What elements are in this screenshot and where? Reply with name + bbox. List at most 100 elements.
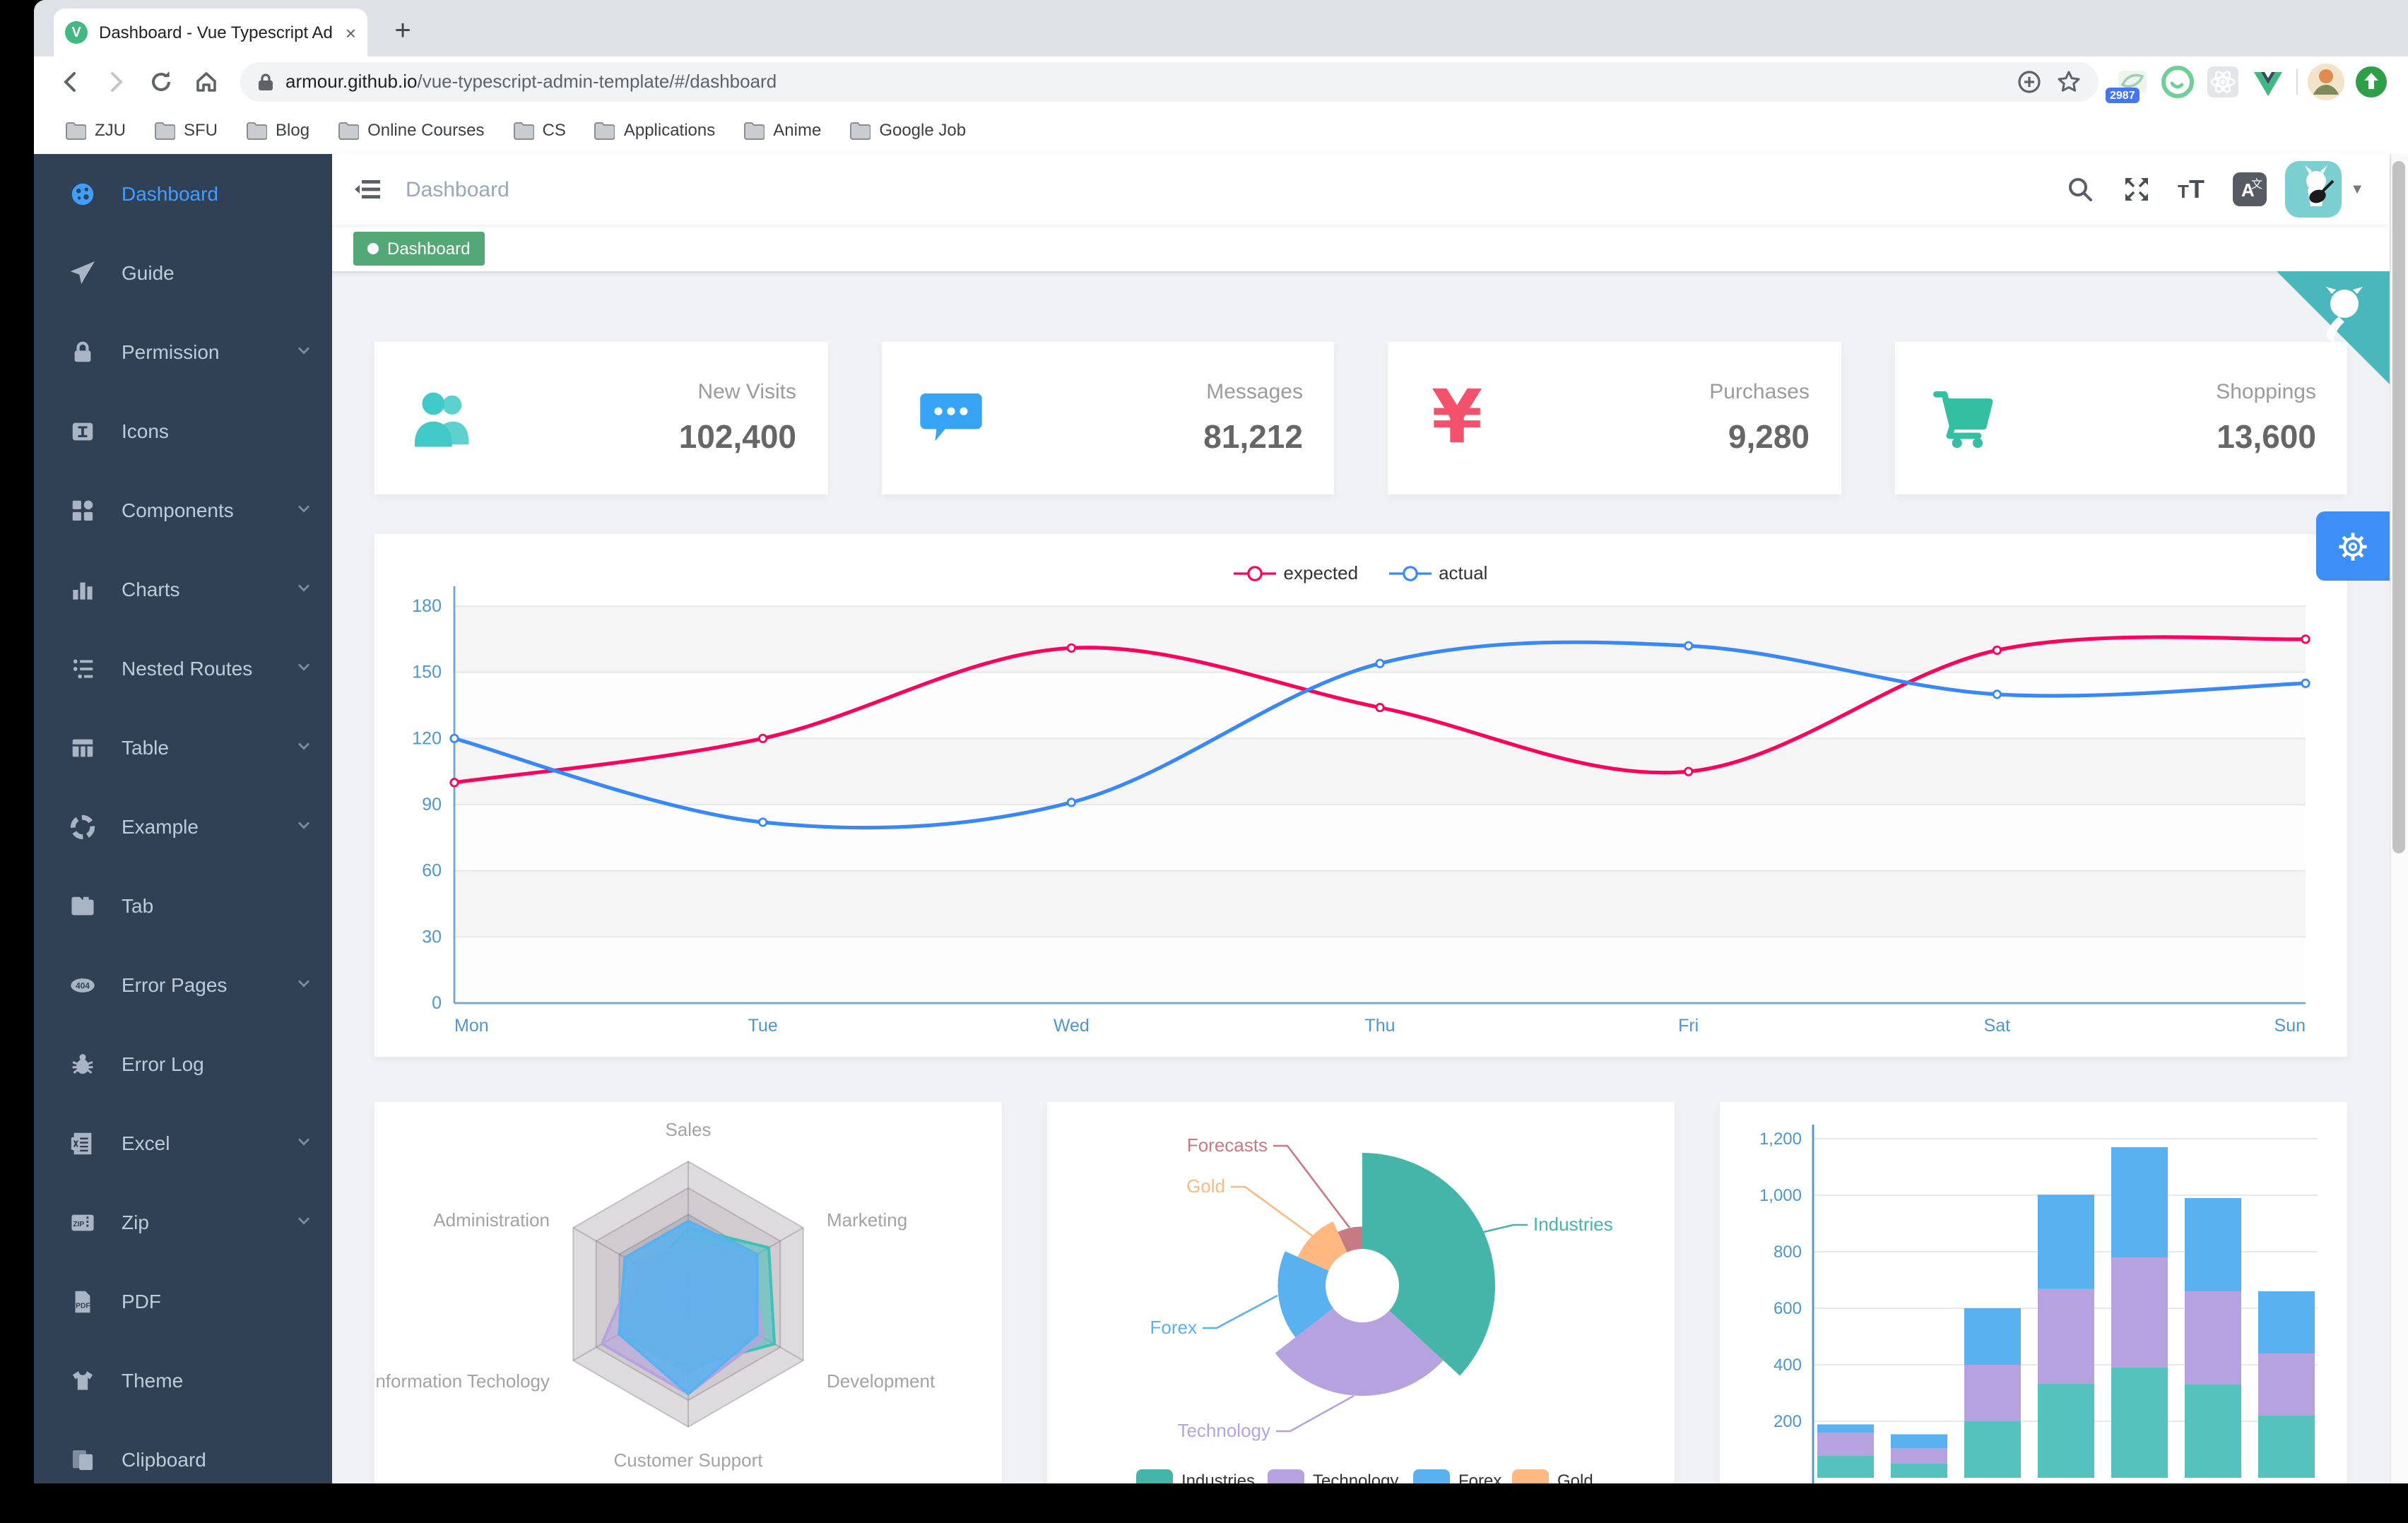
sidebar-item-icons[interactable]: Icons <box>34 391 332 470</box>
tab-icon <box>65 889 99 923</box>
user-avatar[interactable] <box>2285 161 2342 218</box>
zoom-plus-icon[interactable] <box>2017 69 2042 94</box>
pie-slice-forecasts[interactable] <box>1338 1226 1362 1255</box>
tab-title: Dashboard - Vue Typescript Ad <box>99 23 333 42</box>
dashboard-icon <box>65 177 99 211</box>
tag-dashboard[interactable]: Dashboard <box>353 231 485 265</box>
settings-button[interactable] <box>2316 511 2390 581</box>
home-icon[interactable] <box>187 61 226 101</box>
pie-slice-forex[interactable] <box>1277 1251 1336 1338</box>
chevron-down-icon <box>295 1132 312 1154</box>
sidebar-item-label: PDF <box>122 1290 161 1312</box>
svg-text:ZIP: ZIP <box>72 1220 83 1228</box>
sidebar-item-nested-routes[interactable]: Nested Routes <box>34 629 332 708</box>
browser-window: V Dashboard - Vue Typescript Ad × + arm <box>34 0 2408 1483</box>
sidebar-item-label: Error Log <box>122 1053 204 1075</box>
chevron-down-icon <box>295 578 312 600</box>
folder-icon <box>850 122 871 139</box>
avatar-caret-icon[interactable]: ▼ <box>2350 182 2364 197</box>
new-tab-button[interactable]: + <box>394 16 411 47</box>
svg-text:Sun: Sun <box>2274 1016 2306 1036</box>
sidebar-item-charts[interactable]: Charts <box>34 550 332 629</box>
folder-icon <box>513 122 534 139</box>
stat-card-new-visits[interactable]: New Visits 102,400 <box>374 342 827 494</box>
pie-slice-technology[interactable] <box>1275 1306 1444 1396</box>
bookmark-item[interactable]: Applications <box>583 114 726 146</box>
message-icon <box>912 380 988 456</box>
sidebar-item-tab[interactable]: Tab <box>34 866 332 945</box>
chevron-down-icon <box>295 1211 312 1233</box>
sidebar-toggle-icon[interactable] <box>332 154 403 225</box>
svg-text:600: 600 <box>1773 1299 1802 1318</box>
pie-slice-industries[interactable] <box>1362 1153 1495 1376</box>
svg-text:120: 120 <box>412 728 442 748</box>
svg-text:文: 文 <box>2251 178 2262 191</box>
svg-text:Industries: Industries <box>1181 1471 1255 1483</box>
sidebar-item-components[interactable]: Components <box>34 470 332 550</box>
bookmark-item[interactable]: Blog <box>235 114 321 146</box>
stat-card-shoppings[interactable]: Shoppings 13,600 <box>1894 342 2347 494</box>
legend-item-expected[interactable]: expected <box>1234 562 1358 583</box>
bookmark-item[interactable]: SFU <box>143 114 229 146</box>
pie-legend-item-forex[interactable]: Forex <box>1413 1469 1501 1483</box>
bookmark-item[interactable]: ZJU <box>54 114 137 146</box>
legend-item-actual[interactable]: actual <box>1389 562 1487 583</box>
bookmark-item[interactable]: Online Courses <box>326 114 495 146</box>
search-icon[interactable] <box>2059 168 2101 211</box>
sidebar-item-clipboard[interactable]: Clipboard <box>34 1420 332 1483</box>
scrollbar-thumb[interactable] <box>2392 161 2405 853</box>
sidebar-item-table[interactable]: Table <box>34 708 332 787</box>
sidebar-item-label: Guide <box>122 261 175 284</box>
bookmark-star-icon[interactable] <box>2056 69 2082 94</box>
stat-card-messages[interactable]: Messages 81,212 <box>881 342 1334 494</box>
bookmarks-bar: ZJU SFU Blog Online Courses CS Applications An… <box>34 106 2408 155</box>
charts-row: Sales Administration Information Techology… <box>374 1102 2347 1483</box>
sidebar-item-label: Example <box>122 815 199 838</box>
pie-legend-item-industries[interactable]: Industries <box>1136 1469 1255 1483</box>
stat-card-purchases[interactable]: ¥ Purchases 9,280 <box>1388 342 1841 494</box>
sidebar-item-zip[interactable]: ZIP Zip <box>34 1183 332 1262</box>
bookmark-item[interactable]: CS <box>502 114 577 146</box>
bookmark-item[interactable]: Anime <box>732 114 832 146</box>
svg-text:T: T <box>2178 181 2189 202</box>
back-icon[interactable] <box>51 61 90 101</box>
chart-icon <box>65 572 99 606</box>
sidebar-item-excel[interactable]: Excel <box>34 1103 332 1183</box>
sidebar-item-pdf[interactable]: PDF PDF <box>34 1262 332 1341</box>
github-corner-link[interactable] <box>2277 271 2390 384</box>
sidebar-item-error-pages[interactable]: 404 Error Pages <box>34 945 332 1024</box>
tag-active-dot <box>367 242 379 254</box>
pie-legend-item-gold[interactable]: Gold <box>1512 1469 1593 1483</box>
browser-tab[interactable]: V Dashboard - Vue Typescript Ad × <box>54 8 367 57</box>
extension-vue-devtools-icon[interactable] <box>2250 63 2286 100</box>
forward-icon[interactable] <box>96 61 136 101</box>
extension-green-icon[interactable] <box>2159 63 2196 100</box>
extension-react-devtools-icon[interactable] <box>2205 63 2241 100</box>
chevron-down-icon <box>295 736 312 759</box>
sidebar-item-example[interactable]: Example <box>34 787 332 866</box>
sidebar-item-permission[interactable]: Permission <box>34 312 332 391</box>
bookmark-item[interactable]: Google Job <box>838 114 977 146</box>
tab-close-icon[interactable]: × <box>345 22 356 43</box>
svg-text:90: 90 <box>422 795 442 814</box>
reload-icon[interactable] <box>141 61 181 101</box>
extension-onetab-icon[interactable]: 2987 <box>2106 63 2151 102</box>
browser-update-icon[interactable] <box>2353 63 2390 100</box>
sidebar-item-theme[interactable]: Theme <box>34 1341 332 1420</box>
sidebar-item-label: Permission <box>122 340 220 363</box>
sidebar-item-error-log[interactable]: Error Log <box>34 1024 332 1103</box>
fullscreen-icon[interactable] <box>2115 168 2158 211</box>
svg-text:Development: Development <box>827 1370 936 1392</box>
profile-avatar[interactable] <box>2308 63 2344 100</box>
sidebar-item-guide[interactable]: Guide <box>34 233 332 312</box>
sidebar-item-dashboard[interactable]: Dashboard <box>34 154 332 233</box>
sidebar-item-label: Charts <box>122 578 180 600</box>
pie-legend-item-technology[interactable]: Technology <box>1268 1469 1398 1483</box>
svg-text:200: 200 <box>1773 1412 1802 1431</box>
address-bar[interactable]: armour.github.io/vue-typescript-admin-te… <box>240 61 2099 101</box>
clipboard-icon <box>65 1442 99 1476</box>
pie-slice-gold[interactable] <box>1297 1221 1349 1272</box>
